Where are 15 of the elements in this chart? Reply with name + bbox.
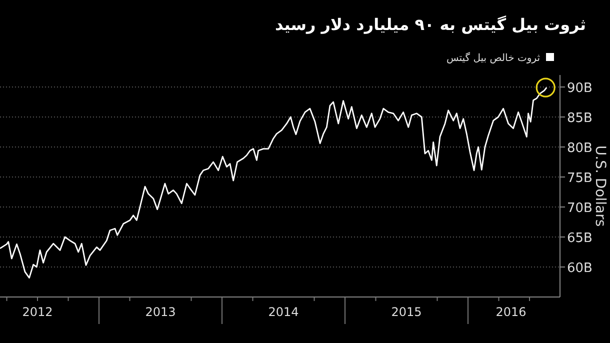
- y-tick-label: 60B: [567, 261, 592, 276]
- y-tick-label: 80B: [567, 141, 592, 156]
- x-tick-label: 2014: [268, 305, 299, 319]
- legend-label: ثروت خالص بیل گیتس: [446, 52, 540, 64]
- y-tick-label: 65B: [567, 231, 592, 246]
- chart-title: ثروت بیل گیتس به ۹۰ میلیارد دلار رسید: [274, 15, 586, 34]
- y-tick-label: 70B: [567, 201, 592, 216]
- y-tick-label: 85B: [567, 111, 592, 126]
- x-tick-label: 2012: [22, 305, 53, 319]
- x-tick-label: 2013: [145, 305, 176, 319]
- y-tick-label: 90B: [567, 81, 592, 96]
- y-tick-label: 75B: [567, 171, 592, 186]
- y-axis-title: U.S. Dollars: [592, 145, 608, 227]
- x-tick-label: 2016: [496, 305, 526, 319]
- x-tick-label: 2015: [391, 305, 422, 319]
